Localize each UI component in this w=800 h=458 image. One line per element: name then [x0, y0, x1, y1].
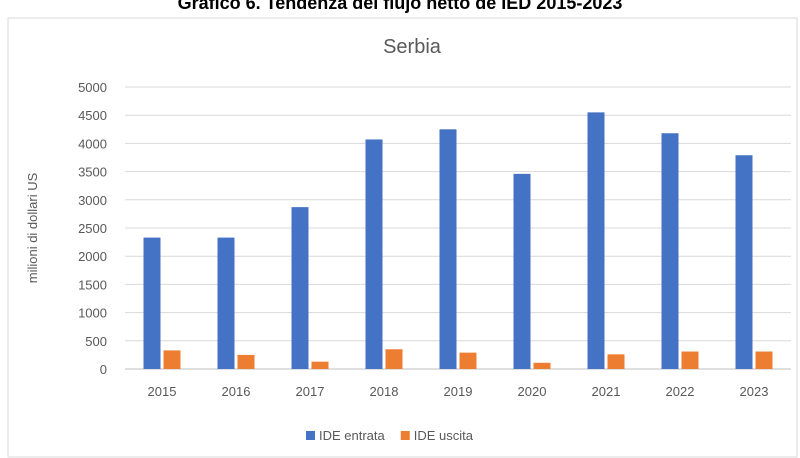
- bar: [143, 237, 161, 369]
- y-tick-label: 1000: [78, 306, 107, 321]
- x-tick-label: 2019: [444, 384, 473, 399]
- heading: Grafico 6. Tendenza del flujo netto de I…: [178, 0, 623, 13]
- legend-label: IDE uscita: [414, 428, 474, 443]
- x-tick-label: 2020: [518, 384, 547, 399]
- legend-label: IDE entrata: [319, 428, 386, 443]
- y-tick-label: 500: [85, 334, 107, 349]
- bar: [661, 133, 679, 369]
- y-tick-label: 2000: [78, 249, 107, 264]
- x-tick-label: 2017: [296, 384, 325, 399]
- legend-swatch: [400, 431, 410, 440]
- legend-swatch: [306, 431, 315, 440]
- y-tick-label: 1500: [78, 277, 107, 292]
- bar: [755, 351, 773, 369]
- bar: [533, 362, 551, 369]
- y-tick-label: 4500: [78, 108, 107, 123]
- y-tick-label: 3000: [78, 193, 107, 208]
- y-tick-label: 0: [100, 362, 107, 377]
- bar: [237, 354, 255, 369]
- bar: [459, 352, 477, 369]
- y-tick-label: 2500: [78, 221, 107, 236]
- x-tick-label: 2021: [592, 384, 621, 399]
- bar: [513, 173, 531, 369]
- bar: [607, 354, 625, 369]
- bar: [217, 237, 235, 369]
- bar: [587, 112, 605, 369]
- chart-title: Serbia: [383, 36, 442, 58]
- y-tick-label: 5000: [78, 80, 107, 95]
- plot: 0 500 1000 1500 2000 2500 3000 3500 4000 4500 5000…: [78, 80, 791, 443]
- bar: [291, 207, 309, 369]
- bar: [385, 349, 403, 369]
- bar: [311, 361, 329, 369]
- bar: [163, 350, 181, 369]
- x-tick-label: 2016: [222, 384, 251, 399]
- bar: [439, 129, 457, 369]
- x-tick-label: 2018: [370, 384, 399, 399]
- bar: [365, 139, 383, 369]
- x-tick-label: 2023: [740, 384, 769, 399]
- y-tick-label: 4000: [78, 136, 107, 151]
- y-axis-label: milioni di dollari US: [25, 172, 40, 283]
- y-tick-label: 3500: [78, 165, 107, 180]
- x-tick-label: 2022: [666, 384, 695, 399]
- bar: [681, 351, 699, 369]
- x-tick-label: 2015: [148, 384, 177, 399]
- bar: [735, 155, 753, 369]
